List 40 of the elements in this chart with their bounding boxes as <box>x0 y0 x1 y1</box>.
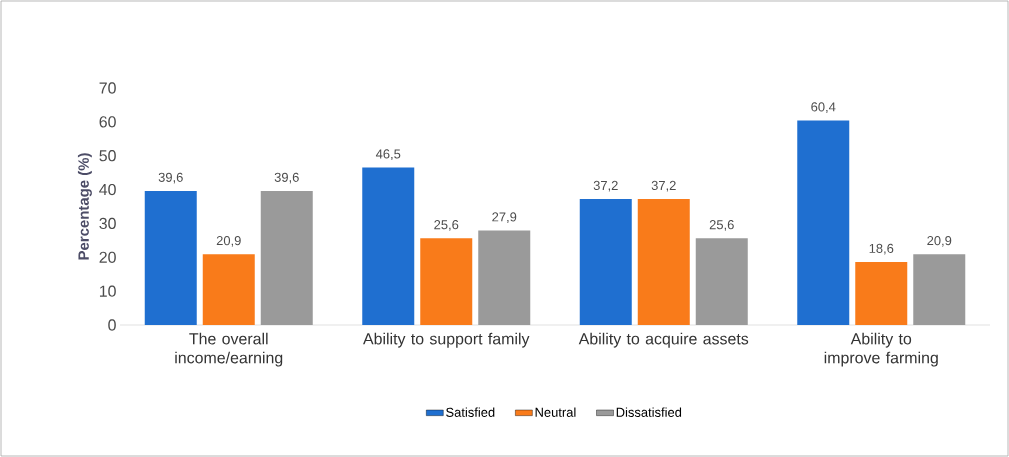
bar <box>855 262 908 325</box>
bar <box>797 120 850 325</box>
y-tick-label: 70 <box>99 82 116 94</box>
x-tick-label: Ability to acquire assets <box>578 332 749 348</box>
y-tick-label: 60 <box>99 116 116 128</box>
bar <box>579 199 632 325</box>
data-label: 37,2 <box>651 180 676 192</box>
bar <box>478 230 531 325</box>
y-tick-label: 30 <box>99 217 116 230</box>
y-tick-label: 50 <box>99 150 116 162</box>
data-label: 25,6 <box>434 220 459 231</box>
bar <box>144 190 197 325</box>
bar <box>637 199 690 325</box>
y-tick-label: 0 <box>108 319 116 331</box>
data-label: 25,6 <box>709 220 734 231</box>
data-label: 20,9 <box>216 236 241 247</box>
data-label: 18,6 <box>869 243 894 255</box>
legend-label: Dissatisfied <box>616 407 682 417</box>
data-label: 27,9 <box>492 212 517 224</box>
bar <box>260 190 313 325</box>
x-tick-label: The overall income/earning <box>175 332 283 367</box>
y-tick-label: 40 <box>99 183 116 196</box>
data-label: 39,6 <box>158 172 183 184</box>
legend-label: Satisfied <box>446 407 495 417</box>
bar <box>362 167 415 325</box>
bar <box>202 254 255 325</box>
data-label: 46,5 <box>375 149 401 161</box>
y-tick-label: 10 <box>99 285 116 297</box>
bar <box>695 238 748 325</box>
x-tick-label: Ability to improve farming <box>824 332 938 367</box>
legend-label: Neutral <box>535 407 576 417</box>
data-label: 20,9 <box>927 236 952 247</box>
data-label: 37,2 <box>593 180 618 192</box>
data-label: 60,4 <box>811 102 836 113</box>
x-tick-label: Ability to support family <box>363 332 530 348</box>
data-label: 39,6 <box>274 172 299 184</box>
bar <box>913 254 966 325</box>
bar <box>420 238 473 325</box>
y-axis-title: Percentage (%) <box>77 153 92 260</box>
y-tick-label: 20 <box>99 251 116 263</box>
